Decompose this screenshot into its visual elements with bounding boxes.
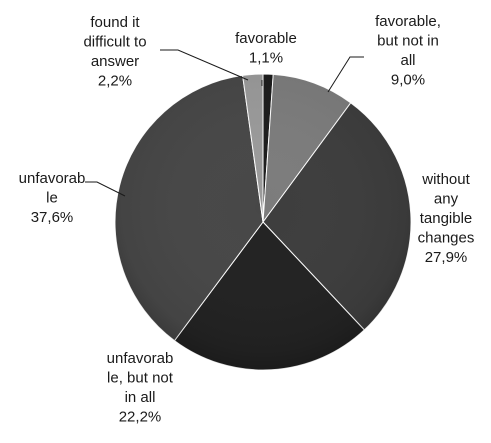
leader-line-6 [160,49,249,81]
slice-label-6: found it difficult to answer 2,2% [83,14,146,90]
slice-label-5: unfavorab le 37,6% [19,170,86,226]
slice-name-line: found it [90,14,140,31]
slice-name-line: unfavorab [107,350,174,367]
slice-value-label: 1,1% [249,50,283,67]
slice-label-3: without any tangible changes 27,9% [418,171,475,266]
leader-line-2 [327,56,364,93]
slice-name-line: tangible [420,210,473,227]
slice-value-label: 37,6% [31,209,74,226]
slice-labels: favorable 1,1% favorable, but not in all 9,0%… [19,13,475,426]
leader-lines [85,49,364,197]
slice-name-line: favorable [235,30,297,47]
slice-name-line: in all [125,389,156,406]
slice-value-label: 22,2% [119,409,162,426]
slice-name-line: but not in [377,33,439,50]
slice-value-label: 27,9% [425,249,468,266]
slice-label-1: favorable 1,1% [235,30,297,67]
pie-slices [114,73,412,371]
slice-label-2: favorable, but not in all 9,0% [375,13,441,89]
slice-name-line: favorable, [375,13,441,30]
leader-line-5 [85,181,126,197]
slice-name-line: le, but not [107,370,174,387]
slice-name-line: le [46,190,58,207]
slice-name-line: without [421,171,470,188]
slice-name-line: difficult to [83,34,146,51]
slice-value-label: 9,0% [391,72,425,89]
slice-name-line: all [400,52,415,69]
slice-name-line: changes [418,230,475,247]
slice-name-line: any [434,191,459,208]
slice-name-line: unfavorab [19,170,86,187]
slice-label-4: unfavorab le, but not in all 22,2% [107,350,174,426]
slice-value-label: 2,2% [98,73,132,90]
slice-name-line: answer [91,53,139,70]
